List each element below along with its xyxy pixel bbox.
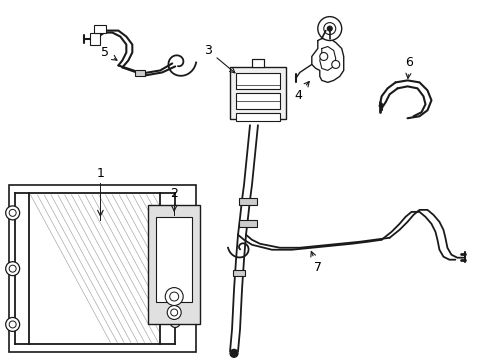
Bar — [135, 71, 145, 76]
Text: 1: 1 — [96, 167, 104, 180]
Text: 6: 6 — [405, 56, 413, 78]
Bar — [148, 205, 200, 324]
Text: 3: 3 — [204, 44, 234, 73]
Circle shape — [170, 318, 180, 328]
Text: 5: 5 — [101, 46, 117, 60]
Circle shape — [165, 288, 183, 306]
Circle shape — [167, 306, 181, 319]
Bar — [251, 59, 264, 67]
Bar — [239, 198, 256, 205]
Bar — [239, 220, 256, 227]
Text: 7: 7 — [310, 252, 321, 274]
Text: 4: 4 — [293, 81, 308, 102]
Circle shape — [323, 23, 335, 35]
Circle shape — [6, 318, 20, 332]
Circle shape — [6, 262, 20, 276]
Circle shape — [172, 219, 184, 231]
Bar — [233, 270, 244, 276]
Circle shape — [317, 17, 341, 41]
Bar — [94, 24, 106, 32]
Bar — [236, 73, 279, 89]
Circle shape — [331, 60, 339, 68]
Bar — [156, 217, 192, 302]
Bar — [236, 113, 279, 121]
Bar — [229, 67, 285, 119]
Circle shape — [319, 53, 327, 60]
Bar — [90, 32, 100, 45]
Text: 2: 2 — [170, 187, 178, 200]
Bar — [9, 185, 196, 352]
Circle shape — [172, 298, 184, 310]
Circle shape — [326, 26, 331, 31]
Bar — [236, 93, 279, 109]
Circle shape — [229, 349, 238, 357]
Circle shape — [6, 206, 20, 220]
